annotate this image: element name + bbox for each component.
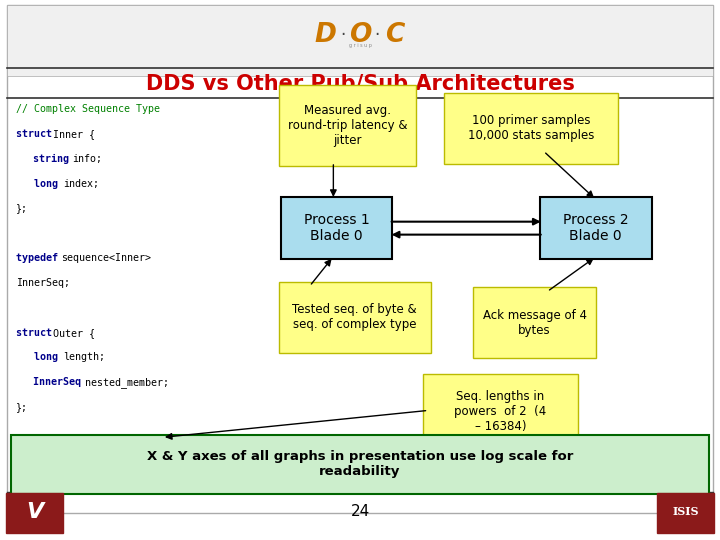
FancyBboxPatch shape	[279, 282, 431, 353]
Text: typedef: typedef	[16, 452, 64, 462]
Text: sequence<Inner>: sequence<Inner>	[61, 253, 151, 263]
FancyBboxPatch shape	[540, 197, 652, 259]
FancyBboxPatch shape	[6, 493, 63, 533]
Text: };: };	[16, 204, 28, 213]
Text: Measured avg.
round-trip latency &
jitter: Measured avg. round-trip latency & jitte…	[288, 104, 407, 147]
Text: struct: struct	[16, 328, 58, 338]
Text: Inner {: Inner {	[53, 129, 95, 139]
FancyBboxPatch shape	[279, 85, 416, 166]
Text: nested_member;: nested_member;	[85, 377, 169, 388]
Text: X & Y axes of all graphs in presentation use log scale for
readability: X & Y axes of all graphs in presentation…	[147, 450, 573, 478]
FancyBboxPatch shape	[7, 5, 713, 76]
Text: g r i s u p: g r i s u p	[348, 43, 372, 49]
Text: sequence<Outer>: sequence<Outer>	[61, 452, 151, 462]
Text: string: string	[33, 154, 75, 164]
FancyBboxPatch shape	[444, 93, 618, 164]
Text: ·: ·	[374, 26, 380, 44]
FancyBboxPatch shape	[657, 493, 714, 533]
Text: struct: struct	[16, 129, 58, 139]
Text: index;: index;	[63, 179, 99, 188]
Text: long: long	[35, 179, 64, 188]
Text: Ack message of 4
bytes: Ack message of 4 bytes	[482, 309, 587, 336]
Text: typedef: typedef	[16, 253, 64, 263]
FancyBboxPatch shape	[11, 435, 709, 494]
Text: D: D	[315, 22, 336, 48]
FancyBboxPatch shape	[423, 374, 578, 450]
Text: // Complex Sequence Type: // Complex Sequence Type	[16, 104, 160, 114]
Text: V: V	[26, 502, 43, 522]
Text: };: };	[16, 402, 28, 412]
FancyBboxPatch shape	[281, 197, 392, 259]
Text: Outer {: Outer {	[53, 328, 95, 338]
FancyBboxPatch shape	[7, 5, 713, 513]
Text: Process 2
Blade 0: Process 2 Blade 0	[563, 213, 629, 243]
Text: ·: ·	[340, 26, 346, 44]
Text: info;: info;	[72, 154, 102, 164]
Text: 100 primer samples
10,000 stats samples: 100 primer samples 10,000 stats samples	[468, 114, 594, 142]
Text: InnerSeq: InnerSeq	[33, 377, 87, 387]
FancyBboxPatch shape	[473, 287, 596, 358]
Text: C: C	[385, 22, 404, 48]
Text: ISIS: ISIS	[672, 507, 698, 517]
Text: Process 1
Blade 0: Process 1 Blade 0	[304, 213, 369, 243]
Text: ComplexSeq;: ComplexSeq;	[16, 477, 82, 487]
Text: long: long	[35, 353, 64, 362]
Text: 24: 24	[351, 504, 369, 519]
Text: Seq. lengths in
powers  of 2  (4
– 16384): Seq. lengths in powers of 2 (4 – 16384)	[454, 390, 546, 433]
Text: DDS vs Other Pub/Sub Architectures: DDS vs Other Pub/Sub Architectures	[145, 73, 575, 94]
Text: Tested seq. of byte &
seq. of complex type: Tested seq. of byte & seq. of complex ty…	[292, 303, 417, 331]
Text: InnerSeq;: InnerSeq;	[16, 278, 70, 288]
Text: O: O	[348, 22, 372, 48]
Text: length;: length;	[63, 353, 105, 362]
